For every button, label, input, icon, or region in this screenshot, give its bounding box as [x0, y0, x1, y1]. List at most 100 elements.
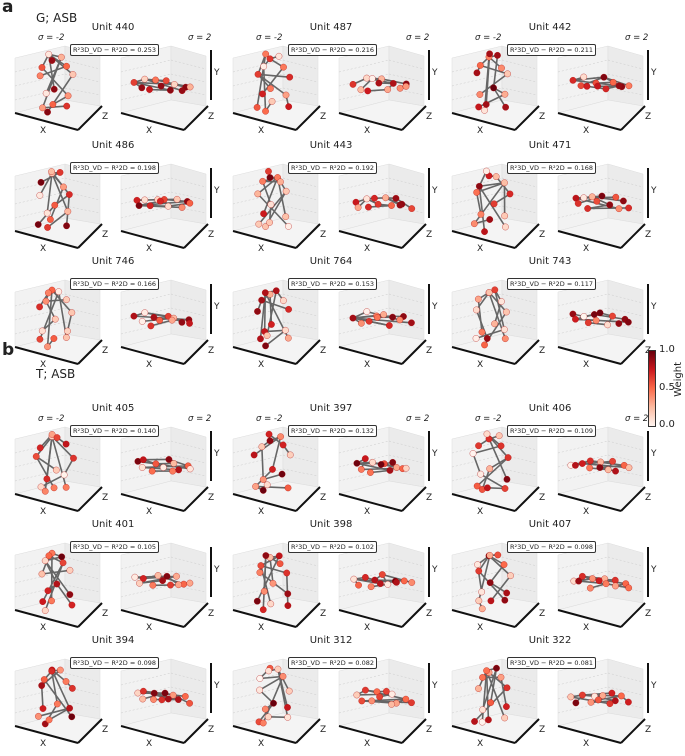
x-axis-label: X: [364, 126, 371, 136]
sigma-left-label: σ = -2: [38, 33, 65, 43]
skeleton-bone: [50, 670, 59, 705]
joint-marker: [63, 222, 70, 230]
joint-marker: [55, 288, 63, 296]
joint-marker: [134, 689, 142, 697]
skeleton-bone: [493, 301, 503, 325]
joint-marker: [358, 319, 365, 327]
3d-axes: [557, 279, 649, 365]
x-axis-line: [120, 493, 185, 512]
joint-marker: [504, 454, 512, 461]
z-axis-line: [77, 105, 103, 131]
unit-subplot: X Z X Z Y Unit 746 R²3D_VD − R²2D = 0.166: [8, 256, 228, 371]
joint-marker: [146, 86, 153, 93]
z-axis-line: [77, 223, 103, 249]
joint-marker: [586, 457, 594, 465]
r2-label: R²3D_VD − R²2D =: [291, 427, 356, 435]
joint-marker: [157, 197, 164, 205]
joint-marker: [147, 322, 155, 330]
joint-marker: [139, 456, 147, 464]
joint-marker: [253, 597, 261, 605]
3d-axes: [232, 279, 321, 365]
joint-marker: [503, 589, 511, 597]
joint-marker: [284, 714, 292, 721]
joint-marker: [40, 676, 48, 683]
x-axis-label: X: [40, 623, 47, 633]
joint-marker: [162, 77, 170, 85]
joint-marker: [49, 101, 57, 108]
joint-marker: [587, 698, 595, 706]
joint-marker: [485, 716, 492, 724]
x-axis-line: [14, 493, 79, 512]
joint-marker: [254, 190, 262, 198]
joint-marker: [284, 484, 292, 492]
x-axis-line: [451, 346, 516, 365]
joint-marker: [140, 687, 147, 695]
joint-marker: [471, 220, 478, 228]
joint-marker: [481, 228, 488, 235]
z-axis-line: [401, 486, 427, 512]
joint-marker: [148, 467, 156, 475]
group-title: G; ASB: [36, 11, 78, 25]
x-axis-label: X: [583, 244, 590, 254]
r2-value: 0.166: [137, 280, 156, 288]
joint-marker: [260, 587, 268, 595]
skeleton-bone: [475, 192, 482, 215]
joint-marker: [44, 343, 51, 351]
x-axis-label: X: [40, 507, 47, 517]
joint-marker: [58, 553, 66, 561]
r2-difference-box: R²3D_VD − R²2D = 0.168: [507, 162, 596, 174]
z-axis-label: Z: [539, 112, 546, 122]
r2-value: 0.153: [355, 280, 374, 288]
r2-difference-box: R²3D_VD − R²2D = 0.117: [507, 278, 596, 290]
3d-axes: [557, 542, 649, 628]
x-axis-line: [451, 230, 516, 249]
joint-marker: [349, 81, 357, 88]
r2-label: R²3D_VD − R²2D =: [291, 46, 356, 54]
joint-marker: [259, 487, 267, 494]
unit-title: Unit 443: [309, 140, 353, 151]
3d-axes: [338, 542, 430, 628]
skeleton-bone: [47, 210, 69, 229]
joint-marker: [597, 458, 604, 466]
joint-marker: [378, 571, 386, 578]
joint-marker: [158, 696, 166, 704]
joint-marker: [572, 315, 579, 323]
joint-marker: [491, 320, 498, 328]
skeleton-bone: [479, 73, 509, 96]
y-axis-label: Y: [432, 449, 438, 459]
joint-marker: [493, 664, 500, 672]
3d-axes: [232, 542, 321, 628]
joint-marker: [396, 84, 404, 92]
joint-marker: [388, 202, 395, 209]
3d-axes: [14, 163, 103, 249]
z-axis-label: Z: [208, 112, 215, 122]
joint-marker: [146, 202, 154, 210]
joint-marker: [51, 201, 59, 209]
joint-marker: [602, 580, 610, 588]
skeleton-bone: [492, 87, 507, 108]
skeleton-bone: [46, 173, 53, 214]
joint-marker: [611, 697, 619, 705]
joint-marker: [615, 320, 623, 327]
skeleton-bone: [365, 689, 407, 700]
z-axis-line: [620, 223, 646, 249]
skeleton-bone: [51, 436, 67, 488]
joint-marker: [479, 706, 487, 714]
z-axis-line: [514, 486, 540, 512]
joint-marker: [363, 308, 371, 315]
z-axis-label: Z: [320, 493, 327, 503]
skeleton-bone: [257, 73, 287, 96]
joint-marker: [159, 464, 167, 471]
x-axis-line: [338, 112, 403, 131]
joint-marker: [269, 579, 277, 587]
joint-marker: [264, 713, 272, 721]
skeleton-bone: [489, 668, 498, 703]
skeleton-bone: [480, 473, 506, 490]
z-axis-line: [620, 602, 646, 628]
joint-marker: [130, 79, 138, 86]
z-axis-line: [295, 486, 321, 512]
r2-label: R²3D_VD − R²2D =: [510, 46, 575, 54]
joint-marker: [141, 196, 149, 204]
r2-value: 0.253: [137, 46, 156, 54]
unit-subplot: X Z X Z Y Unit 405 σ = -2 σ = 2 R²3D_VD − R²2D =…: [8, 403, 228, 518]
